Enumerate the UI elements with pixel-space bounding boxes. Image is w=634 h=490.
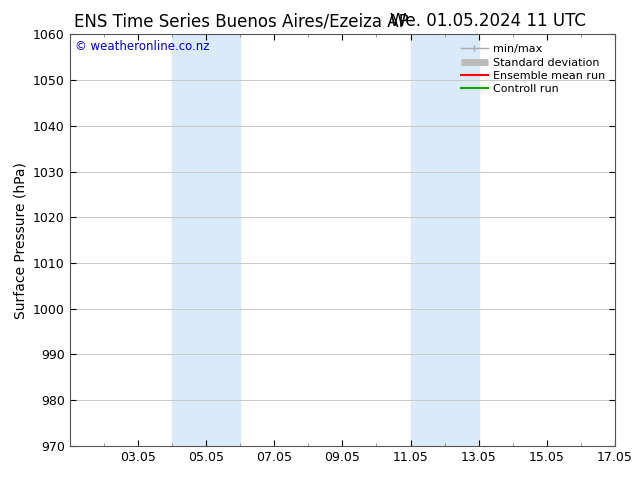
Text: We. 01.05.2024 11 UTC: We. 01.05.2024 11 UTC [391, 12, 586, 30]
Y-axis label: Surface Pressure (hPa): Surface Pressure (hPa) [13, 162, 27, 318]
Text: ENS Time Series Buenos Aires/Ezeiza AP: ENS Time Series Buenos Aires/Ezeiza AP [74, 12, 408, 30]
Bar [411, 34, 479, 446]
Legend: min/max, Standard deviation, Ensemble mean run, Controll run: min/max, Standard deviation, Ensemble me… [456, 40, 609, 99]
Text: © weatheronline.co.nz: © weatheronline.co.nz [75, 41, 210, 53]
Bar [172, 34, 240, 446]
